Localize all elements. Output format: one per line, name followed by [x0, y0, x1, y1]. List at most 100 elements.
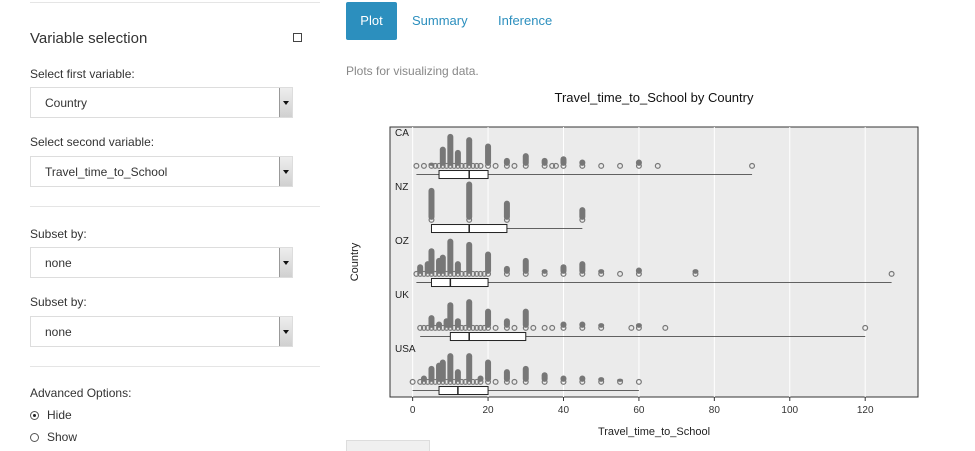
data-point	[477, 378, 484, 385]
dot-stack	[454, 149, 461, 166]
dot-stack	[485, 251, 492, 274]
data-point	[477, 162, 484, 169]
data-point	[560, 324, 567, 331]
data-point	[428, 324, 435, 331]
box	[438, 170, 489, 180]
chart-title: Travel_time_to_School by Country	[555, 90, 754, 105]
data-point	[579, 270, 586, 277]
chevron-down-icon[interactable]	[279, 317, 292, 346]
dot-stack	[466, 241, 473, 274]
chevron-down-icon[interactable]	[279, 157, 292, 186]
data-point	[477, 270, 484, 277]
data-point	[522, 162, 529, 169]
data-point	[428, 378, 435, 385]
first-variable-select[interactable]: Country	[30, 87, 293, 118]
data-point	[413, 270, 420, 277]
data-point	[439, 270, 446, 277]
dot-stack	[503, 200, 510, 220]
data-point	[439, 324, 446, 331]
data-point	[503, 270, 510, 277]
data-point	[481, 270, 488, 277]
data-point	[628, 324, 635, 331]
data-point	[420, 162, 427, 169]
data-point	[635, 270, 642, 277]
data-point	[481, 324, 488, 331]
x-tick-label: 20	[482, 405, 494, 416]
radio-show[interactable]: Show	[30, 430, 77, 444]
section-title: Variable selection	[30, 30, 148, 47]
collapse-checkbox-icon[interactable]	[293, 33, 302, 42]
dot-stack	[466, 353, 473, 382]
radio-unselected-icon[interactable]	[30, 433, 39, 442]
data-point	[409, 378, 416, 385]
subset-select-2[interactable]: none	[30, 316, 293, 347]
download-button[interactable]	[346, 440, 430, 451]
data-point	[503, 162, 510, 169]
radio-hide[interactable]: Hide	[30, 408, 72, 422]
data-point	[888, 270, 895, 277]
subset-select-1[interactable]: none	[30, 247, 293, 278]
chevron-down-icon[interactable]	[279, 88, 292, 117]
data-point	[443, 378, 450, 385]
dot-stack	[447, 353, 454, 382]
dot-stack	[447, 238, 454, 274]
tab-summary[interactable]: Summary	[412, 13, 468, 28]
dot-stack	[454, 261, 461, 274]
data-point	[477, 324, 484, 331]
tab-plot[interactable]: Plot	[346, 2, 397, 40]
data-point	[420, 378, 427, 385]
data-point	[485, 162, 492, 169]
dot-stack	[485, 143, 492, 166]
data-point	[454, 270, 461, 277]
data-point	[635, 378, 642, 385]
data-point	[451, 324, 458, 331]
dot-stack	[439, 254, 446, 274]
data-point	[436, 378, 443, 385]
data-point	[579, 324, 586, 331]
dot-stack	[428, 187, 435, 220]
data-point	[417, 378, 424, 385]
plot-area: 0 20 40 60 80 100 120 Travel_time_to_School by …	[341, 85, 931, 445]
tab-inference[interactable]: Inference	[498, 13, 553, 28]
dot-stack	[522, 308, 529, 328]
group-label: CA	[395, 128, 409, 139]
data-point	[541, 324, 548, 331]
x-tick-label: 60	[633, 405, 645, 416]
data-point	[485, 324, 492, 331]
data-point	[469, 270, 476, 277]
dot-stack	[485, 308, 492, 328]
data-point	[749, 162, 756, 169]
dot-stack	[428, 365, 435, 382]
group-label: OZ	[395, 236, 409, 247]
data-point	[466, 216, 473, 223]
data-point	[451, 378, 458, 385]
radio-selected-icon[interactable]	[30, 411, 39, 420]
data-point	[485, 270, 492, 277]
data-point	[447, 270, 454, 277]
first-variable-value: Country	[45, 96, 88, 110]
dot-stack	[428, 248, 435, 274]
data-point	[862, 324, 869, 331]
data-point	[541, 270, 548, 277]
data-point	[549, 324, 556, 331]
data-point	[424, 324, 431, 331]
second-variable-value: Travel_time_to_School	[45, 165, 168, 179]
second-variable-select[interactable]: Travel_time_to_School	[30, 156, 293, 187]
data-point	[598, 162, 605, 169]
data-point	[428, 216, 435, 223]
data-point	[473, 378, 480, 385]
data-point	[492, 162, 499, 169]
data-point	[492, 378, 499, 385]
data-point	[473, 324, 480, 331]
chevron-down-icon[interactable]	[279, 248, 292, 277]
data-point	[462, 324, 469, 331]
group-label: USA	[395, 344, 416, 355]
dot-stack	[466, 137, 473, 166]
data-point	[485, 378, 492, 385]
data-point	[617, 378, 624, 385]
data-point	[436, 324, 443, 331]
data-point	[511, 324, 518, 331]
data-point	[692, 270, 699, 277]
data-point	[432, 162, 439, 169]
data-point	[617, 162, 624, 169]
